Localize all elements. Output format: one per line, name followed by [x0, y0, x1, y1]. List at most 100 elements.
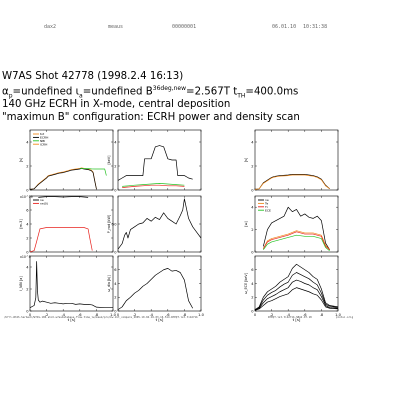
header-user: dax2: [44, 24, 57, 30]
y-axis-label: [s]: [244, 157, 248, 162]
legend-entry: tot: [40, 132, 45, 136]
y-tick-label: 0: [251, 309, 254, 313]
y-axis-label: [s]: [19, 157, 23, 162]
header-program: meaus: [108, 24, 124, 30]
y-tick-label: 6: [26, 208, 29, 212]
series-line-black-0: [117, 268, 194, 310]
y-tick-label: 2: [26, 287, 28, 291]
panel-right-bot: 0 .2 .4 .6 .8 1.0 0 2 4 6ω_ECE [keV] t [s]: [244, 255, 342, 322]
param-b: B: [145, 86, 153, 98]
panel-frame: [254, 129, 339, 191]
panel-frame: [117, 195, 202, 253]
y-tick-label: 4: [251, 206, 254, 210]
param-t-sub: TH: [237, 92, 246, 100]
header-time: 10:31:38: [303, 24, 328, 30]
panel-right-top: 0 2 4 [s]: [244, 129, 339, 192]
y-tick-label: 2: [114, 164, 116, 168]
param-t: t: [233, 86, 238, 98]
x-tick-label: .4: [61, 313, 65, 317]
series-line-green-3: [263, 234, 330, 252]
x-tick-label: 1.0: [198, 313, 204, 317]
title-heating: 140 GHz ECRH in X-mode, central depositi…: [2, 99, 231, 110]
header-code: 00000001: [172, 24, 197, 30]
x-tick-label: .4: [286, 313, 290, 317]
title-parameters: αp=undefined ιa=undefined B36deg,new=2.5…: [2, 86, 298, 99]
y-tick-label: 4: [114, 282, 117, 286]
series-line-green-1: [122, 183, 185, 187]
panel-frame: [117, 255, 202, 312]
x-tick-label: .6: [166, 313, 170, 317]
series-line-black-1: [254, 272, 339, 310]
series-line-black-1: [29, 168, 97, 190]
param-iota-sub: a: [79, 92, 83, 100]
x-tick-label: 0: [254, 313, 257, 317]
y-exponent: x10^5: [20, 255, 31, 259]
legend-entry: NBI: [40, 139, 45, 143]
series-line-black-0: [29, 261, 113, 309]
series-line-black-2: [254, 279, 339, 311]
legend-entry: ECRH: [40, 136, 48, 140]
title-shot: W7AS Shot 42778 (1998.2.4 16:13): [2, 71, 184, 82]
y-tick-label: 2: [251, 296, 253, 300]
legend-entry: ne(0): [40, 202, 48, 206]
y-tick-label: 0: [26, 250, 29, 254]
y-axis-label: ω_ECE [keV]: [244, 272, 248, 294]
footer-file: W7EQT.lst.ti4271b.SBA2.07.18: [268, 316, 312, 319]
param-t-value: =400.0ms: [245, 86, 299, 98]
series-line-black-0: [262, 206, 330, 250]
title-configuration: "maximun B" configuration: ECRH power an…: [2, 112, 300, 123]
y-tick-label: 50: [112, 222, 117, 226]
param-b-value: =2.567T: [186, 86, 230, 98]
y-tick-label: 4: [251, 282, 254, 286]
series-line-orange-1: [262, 230, 330, 250]
y-tick-label: 2: [251, 164, 253, 168]
y-tick-label: 6: [114, 268, 117, 272]
panel-frame: [29, 255, 114, 312]
y-tick-label: 4: [26, 222, 29, 226]
legend-entry: ICRH: [40, 142, 47, 146]
y-axis-label: [keV]: [107, 155, 111, 165]
legend-entry: ne: [265, 198, 269, 202]
y-tick-label: 2: [26, 236, 28, 240]
series-line-black-0: [38, 196, 89, 198]
x-tick-label: .6: [78, 313, 82, 317]
x-tick-label: .6: [303, 313, 307, 317]
legend-entry: ne: [40, 198, 44, 202]
y-tick-label: 0: [251, 188, 254, 192]
footer-path: /bfrl.W7AS.Sarbach/W7AS-100.shot.w7asdat…: [4, 316, 198, 319]
x-tick-label: .2: [270, 313, 273, 317]
param-alpha-value: =undefined: [12, 86, 73, 98]
x-tick-label: .4: [149, 313, 153, 317]
y-tick-label: 0: [114, 188, 117, 192]
series-line-red-1: [29, 227, 93, 253]
y-axis-label: [m-3]: [19, 219, 23, 229]
series-line-orange-1: [254, 174, 330, 190]
panel-frame: [117, 129, 202, 191]
y-tick-label: 2: [114, 296, 116, 300]
x-tick-label: .2: [45, 313, 48, 317]
param-alpha: α: [2, 86, 9, 98]
series-line-black-0: [254, 263, 339, 310]
y-axis-label: [ω]: [244, 221, 248, 227]
footer-plot: plotsi.orig: [336, 316, 354, 319]
series-line-red-2: [122, 184, 185, 188]
x-tick-label: 1.0: [110, 313, 116, 317]
y-tick-label: 0: [251, 250, 254, 254]
x-tick-label: .8: [320, 313, 324, 317]
y-tick-label: 0: [26, 309, 29, 313]
x-axis-label: t [s]: [293, 317, 301, 322]
x-axis-label: t [s]: [68, 317, 76, 322]
y-tick-label: 0: [114, 250, 117, 254]
series-line-black-3: [254, 287, 339, 311]
series-line-black-0: [117, 198, 202, 250]
y-axis-label: ω_dia [kJ]: [107, 275, 111, 292]
y-axis-label: P_rad [kW]: [107, 214, 111, 233]
